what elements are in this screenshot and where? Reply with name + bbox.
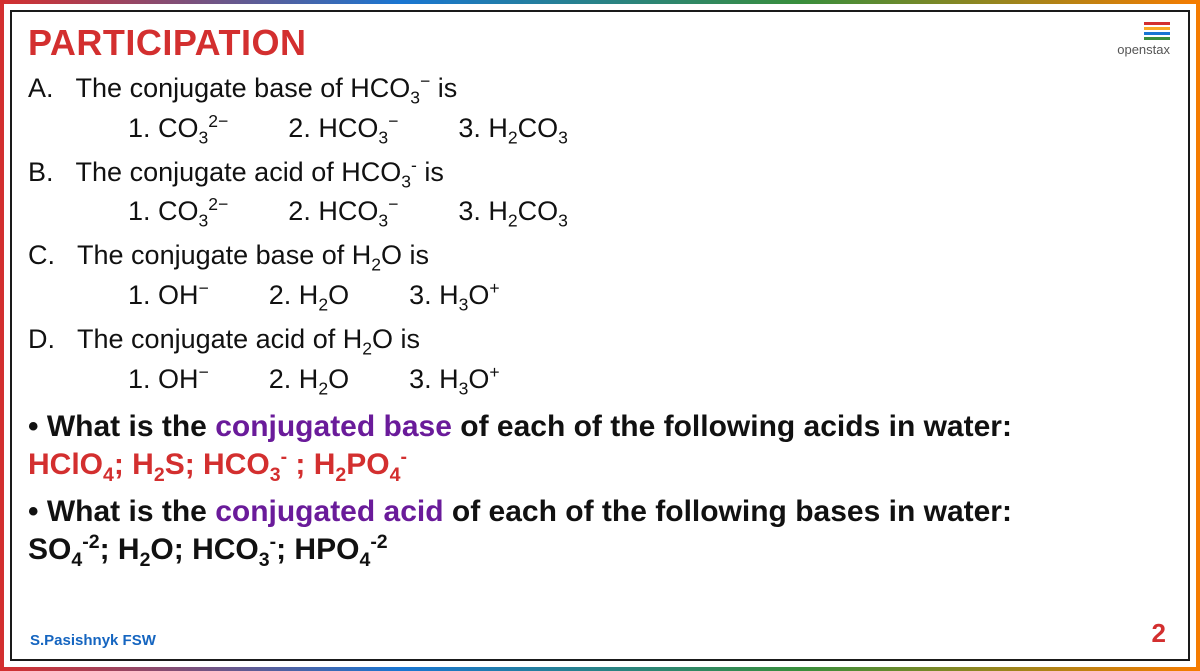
page-number: 2	[1152, 618, 1166, 649]
bullet-tail: of each of the following acids in water:	[452, 410, 1012, 443]
question-c-options: 1. OH− 2. H2O 3. H3O+	[128, 277, 1172, 315]
slide-frame: openstax PARTICIPATION A. The conjugate …	[0, 0, 1200, 671]
q-text: The conjugate acid of HCO	[76, 157, 402, 187]
bullet-tail: of each of the following bases in water:	[444, 495, 1012, 528]
page-title: PARTICIPATION	[28, 22, 1172, 64]
q-sup: −	[420, 71, 430, 91]
option-item: 3. H3O+	[409, 361, 500, 399]
q-text: O is	[372, 324, 420, 354]
logo-bar	[1144, 37, 1170, 40]
logo-bars-icon	[1117, 22, 1170, 40]
q-label: B.	[28, 157, 54, 187]
question-d-prompt: D. The conjugate acid of H2O is	[28, 321, 1172, 359]
q-label: C.	[28, 240, 55, 270]
option-item: 3. H2CO3	[458, 110, 568, 148]
question-c-prompt: C. The conjugate base of H2O is	[28, 237, 1172, 275]
openstax-logo: openstax	[1117, 22, 1170, 57]
question-b-prompt: B. The conjugate acid of HCO3- is	[28, 154, 1172, 192]
q-sub: 3	[401, 171, 411, 191]
bullet-keyword: conjugated base	[215, 410, 452, 443]
question-d-options: 1. OH− 2. H2O 3. H3O+	[128, 361, 1172, 399]
brand-label: openstax	[1117, 42, 1170, 57]
bullet-keyword: conjugated acid	[215, 495, 443, 528]
q-label: A.	[28, 73, 54, 103]
logo-bar	[1144, 22, 1170, 25]
bullet-conjugate-base: • What is the conjugated base of each of…	[28, 408, 1172, 483]
q-text: The conjugate base of HCO	[76, 73, 411, 103]
option-item: 1. CO32−	[128, 110, 228, 148]
option-item: 2. HCO3−	[288, 193, 398, 231]
question-a-options: 1. CO32− 2. HCO3− 3. H2CO3	[128, 110, 1172, 148]
logo-bar	[1144, 27, 1170, 30]
q-text: The conjugate acid of H	[77, 324, 362, 354]
bullet-lead: • What is the	[28, 495, 215, 528]
bullet-chem-list: HClO4; H2S; HCO3- ; H2PO4-	[28, 448, 407, 481]
option-item: 1. OH−	[128, 277, 209, 315]
slide-inner: openstax PARTICIPATION A. The conjugate …	[10, 10, 1190, 661]
option-item: 2. H2O	[269, 361, 349, 399]
q-label: D.	[28, 324, 55, 354]
bullet-conjugate-acid: • What is the conjugated acid of each of…	[28, 493, 1172, 568]
q-sub: 2	[371, 255, 381, 275]
option-item: 2. H2O	[269, 277, 349, 315]
footer-author: S.Pasishnyk FSW	[30, 632, 156, 649]
option-item: 3. H3O+	[409, 277, 500, 315]
bullet-lead: • What is the	[28, 410, 215, 443]
logo-bar	[1144, 32, 1170, 35]
q-text: O is	[381, 240, 429, 270]
option-item: 2. HCO3−	[288, 110, 398, 148]
q-sub: 2	[362, 338, 372, 358]
bullet-chem-list: SO4-2; H2O; HCO3-; HPO4-2	[28, 533, 388, 566]
question-b-options: 1. CO32− 2. HCO3− 3. H2CO3	[128, 193, 1172, 231]
q-sub: 3	[410, 87, 420, 107]
option-item: 1. OH−	[128, 361, 209, 399]
q-text: is	[430, 73, 457, 103]
q-text: is	[417, 157, 444, 187]
option-item: 3. H2CO3	[458, 193, 568, 231]
question-a-prompt: A. The conjugate base of HCO3− is	[28, 70, 1172, 108]
q-text: The conjugate base of H	[77, 240, 371, 270]
option-item: 1. CO32−	[128, 193, 228, 231]
